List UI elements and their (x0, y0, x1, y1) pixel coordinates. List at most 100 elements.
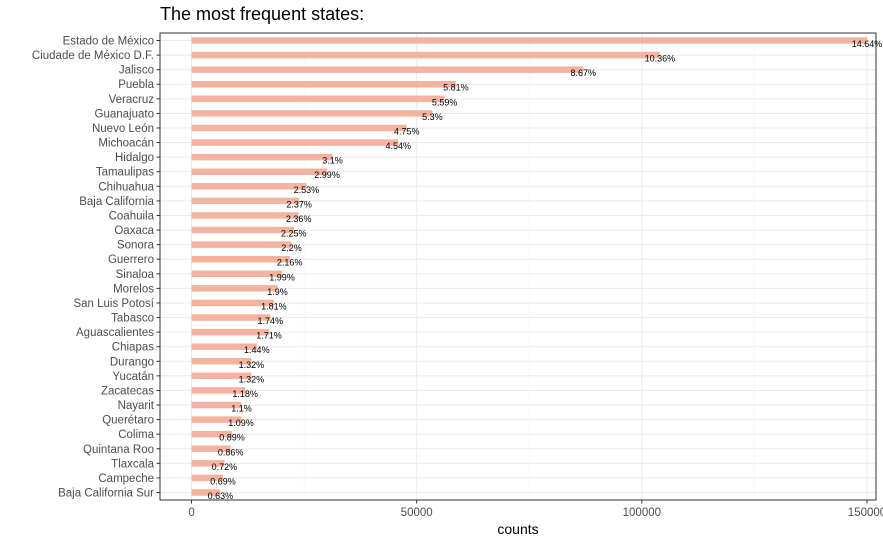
x-tick-label: 150000 (848, 507, 883, 519)
state-label: Nayarit (118, 400, 155, 412)
bar (191, 212, 299, 219)
bar (191, 124, 407, 132)
x-tick-label: 100000 (623, 507, 661, 519)
percent-label: 0.69% (210, 476, 236, 486)
state-label: Sinaloa (116, 269, 155, 281)
percent-label: 1.44% (244, 345, 270, 355)
bar (191, 37, 867, 44)
bar (191, 401, 242, 409)
percent-label: 0.89% (219, 433, 245, 443)
plot-panel-border (159, 32, 877, 501)
state-label: Jalisco (119, 65, 154, 77)
percent-label: 1.81% (261, 301, 287, 311)
percent-label: 8.67% (571, 68, 597, 78)
percent-label: 1.32% (239, 374, 265, 384)
state-label: Coahuila (109, 210, 155, 222)
state-label: Puebla (118, 79, 154, 91)
percent-label: 2.36% (286, 214, 312, 224)
bar (191, 95, 445, 103)
percent-label: 1.71% (256, 331, 282, 341)
percent-label: 10.36% (645, 54, 676, 64)
percent-label: 1.18% (232, 389, 258, 399)
bar (191, 343, 257, 350)
state-label: Chiapas (112, 342, 154, 354)
bar (191, 241, 292, 248)
state-label: San Luis Potosí (73, 298, 154, 310)
bar (191, 183, 307, 190)
percent-label: 1.1% (231, 404, 252, 414)
bar (191, 299, 274, 307)
percent-label: 1.9% (267, 287, 288, 297)
percent-label: 5.59% (432, 97, 458, 107)
bar (191, 285, 278, 292)
state-label: Tabasco (111, 313, 154, 325)
x-axis-ticks: 0 50000 100000 150000 (188, 500, 883, 519)
percent-label: 1.99% (269, 272, 295, 282)
bar (191, 416, 242, 423)
state-label: Campeche (98, 473, 154, 485)
state-label: Estado de México (63, 36, 154, 48)
bar (191, 51, 660, 59)
state-label: Baja California Sur (58, 488, 154, 500)
percent-label: 2.25% (281, 229, 307, 239)
state-label: Veracruz (109, 94, 155, 106)
percent-label: 1.32% (239, 360, 265, 370)
bar (191, 139, 399, 146)
percent-label: 5.3% (422, 112, 443, 122)
percent-label: 2.37% (286, 199, 312, 209)
bar (191, 328, 269, 336)
state-label: Sonora (117, 240, 155, 252)
bar (191, 153, 333, 161)
x-axis-title: counts (497, 521, 538, 537)
bar (191, 460, 225, 467)
bar (191, 110, 433, 117)
percent-label: 2.2% (281, 243, 302, 253)
percent-label: 2.53% (294, 185, 320, 195)
state-label: Zacatecas (101, 385, 154, 397)
percent-label: 2.16% (277, 258, 303, 268)
state-label: Guerrero (108, 254, 154, 266)
bar (191, 489, 221, 496)
state-label: Guanajuato (95, 108, 154, 120)
state-label: Durango (110, 356, 154, 368)
x-tick-label: 50000 (401, 507, 433, 519)
y-axis-labels: Estado de México Ciudade de México D.F. Ja… (32, 36, 160, 500)
state-label: Michoacán (98, 138, 154, 150)
bar (191, 445, 231, 453)
bar (191, 270, 283, 278)
bar (191, 474, 224, 482)
percent-label: 2.99% (314, 170, 340, 180)
bars (191, 37, 867, 496)
state-label: Oaxaca (114, 225, 154, 237)
bar (191, 66, 584, 73)
chart-title: The most frequent states: (160, 4, 364, 24)
percent-labels: 14.64% 10.36% 8.67% 5.81% 5.59% 5.3%4.75% 4.54… (208, 39, 883, 501)
percent-label: 4.75% (394, 126, 420, 136)
percent-label: 0.72% (212, 462, 238, 472)
state-label: Baja California (79, 196, 154, 208)
x-tick-label: 0 (188, 507, 194, 519)
bar (191, 80, 456, 88)
percent-label: 0.86% (218, 447, 244, 457)
state-label: Colima (118, 429, 154, 441)
bar (191, 430, 233, 438)
bar (191, 197, 300, 205)
bar (191, 255, 290, 263)
bar (191, 358, 252, 365)
state-label: Nuevo León (92, 123, 154, 135)
bar (191, 168, 328, 175)
state-label: Querétaro (102, 415, 154, 427)
state-label: Tlaxcala (111, 458, 154, 470)
percent-label: 5.81% (443, 83, 469, 93)
state-label: Aguascalientes (76, 327, 154, 339)
bar (191, 226, 294, 234)
state-label: Tamaulipas (96, 167, 154, 179)
bar (191, 372, 252, 380)
percent-label: 1.09% (228, 418, 254, 428)
state-label: Hidalgo (115, 152, 154, 164)
state-label: Chihuahua (98, 181, 154, 193)
plot-panel (160, 33, 876, 500)
bar (191, 387, 246, 394)
percent-label: 4.54% (385, 141, 411, 151)
